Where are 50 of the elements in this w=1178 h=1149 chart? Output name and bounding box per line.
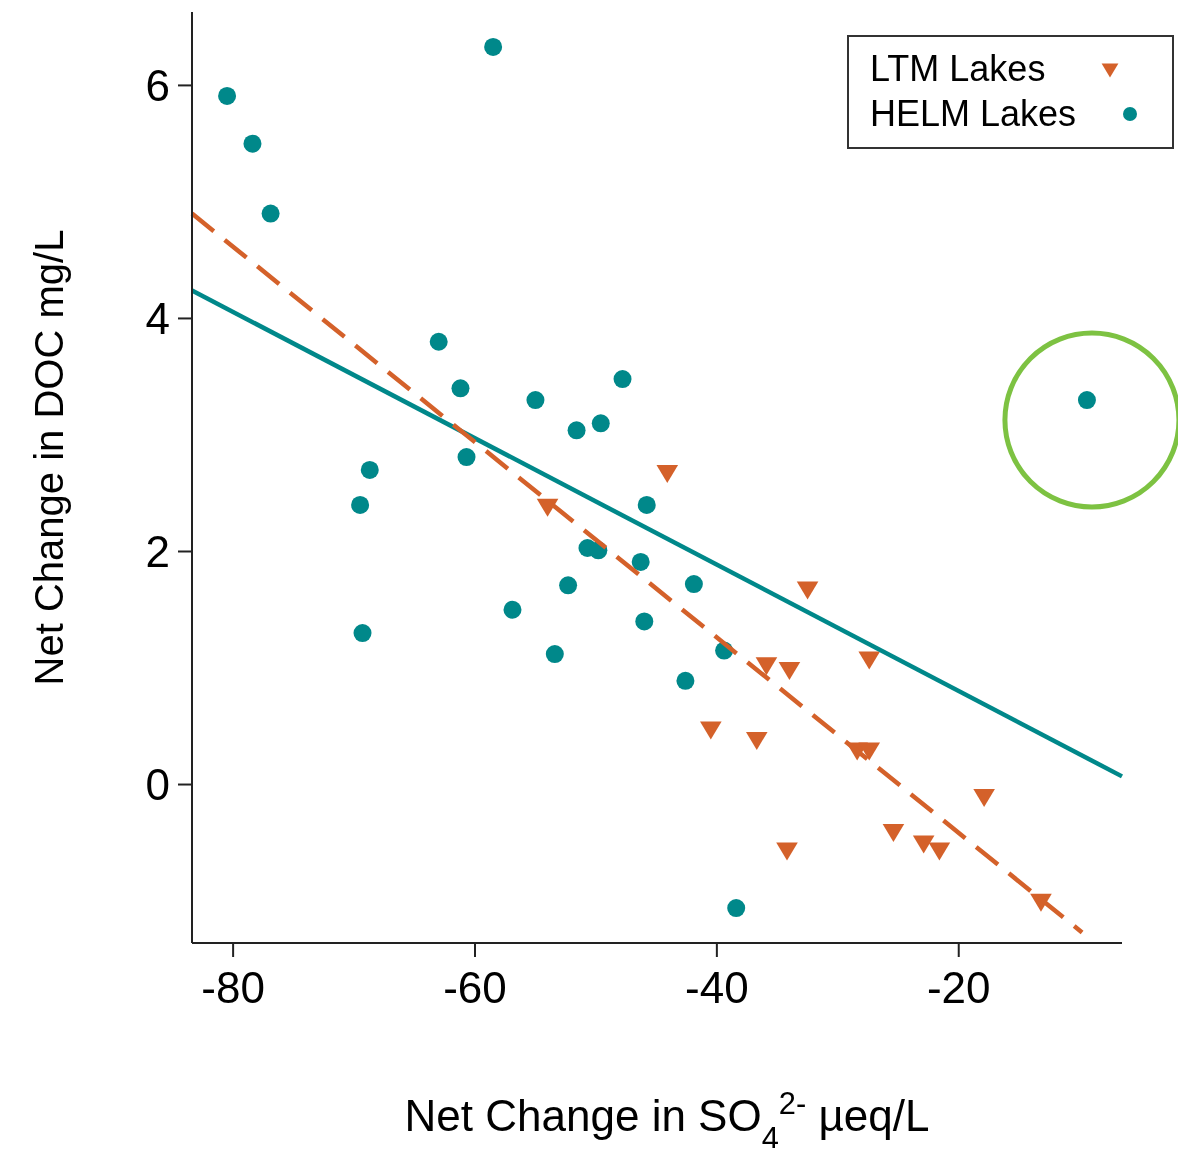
x-tick-label: -80: [201, 963, 265, 1012]
point: [635, 612, 654, 631]
point: [457, 448, 476, 467]
point: [858, 742, 881, 761]
point: [928, 842, 951, 861]
point: [613, 370, 632, 389]
point: [429, 332, 448, 351]
point: [451, 379, 470, 398]
point: [545, 645, 564, 664]
y-tick-label: 4: [145, 293, 170, 343]
y-tick-label: 6: [145, 60, 170, 110]
point: [882, 823, 905, 842]
x-axis-title: Net Change in SO$_{4}$$^{2-}$ µeq/L: [404, 1085, 930, 1149]
point: [353, 624, 372, 643]
point: [796, 581, 819, 600]
y-tick-label: 2: [145, 526, 170, 576]
point: [858, 651, 881, 670]
point: [243, 134, 262, 153]
point: [360, 460, 379, 479]
legend-label: LTM Lakes: [870, 48, 1046, 89]
point: [1077, 391, 1096, 410]
legend-label: HELM Lakes: [870, 93, 1077, 134]
y-tick-label: 0: [145, 759, 170, 809]
point: [351, 495, 370, 514]
point: [261, 204, 280, 223]
point: [676, 671, 695, 690]
point: [218, 86, 237, 105]
point: [559, 576, 578, 595]
point: [684, 575, 703, 594]
point: [536, 498, 559, 517]
point: [656, 465, 679, 484]
point: [567, 421, 586, 440]
point: [776, 842, 798, 861]
x-tick-label: -40: [685, 963, 749, 1012]
point: [637, 495, 656, 514]
x-tick-label: -20: [926, 963, 991, 1012]
point: [526, 391, 545, 410]
point: [727, 899, 746, 918]
point: [503, 600, 522, 619]
point: [912, 835, 935, 854]
point: [484, 37, 503, 56]
point: [755, 657, 778, 676]
x-tick-label: -60: [443, 963, 507, 1012]
point: [745, 731, 768, 750]
point: [973, 788, 995, 807]
point: [591, 414, 610, 433]
point: [631, 552, 650, 571]
point: [700, 721, 722, 740]
point: [778, 661, 801, 680]
y-axis-title: Net Change in DOC mg/L: [27, 229, 71, 686]
